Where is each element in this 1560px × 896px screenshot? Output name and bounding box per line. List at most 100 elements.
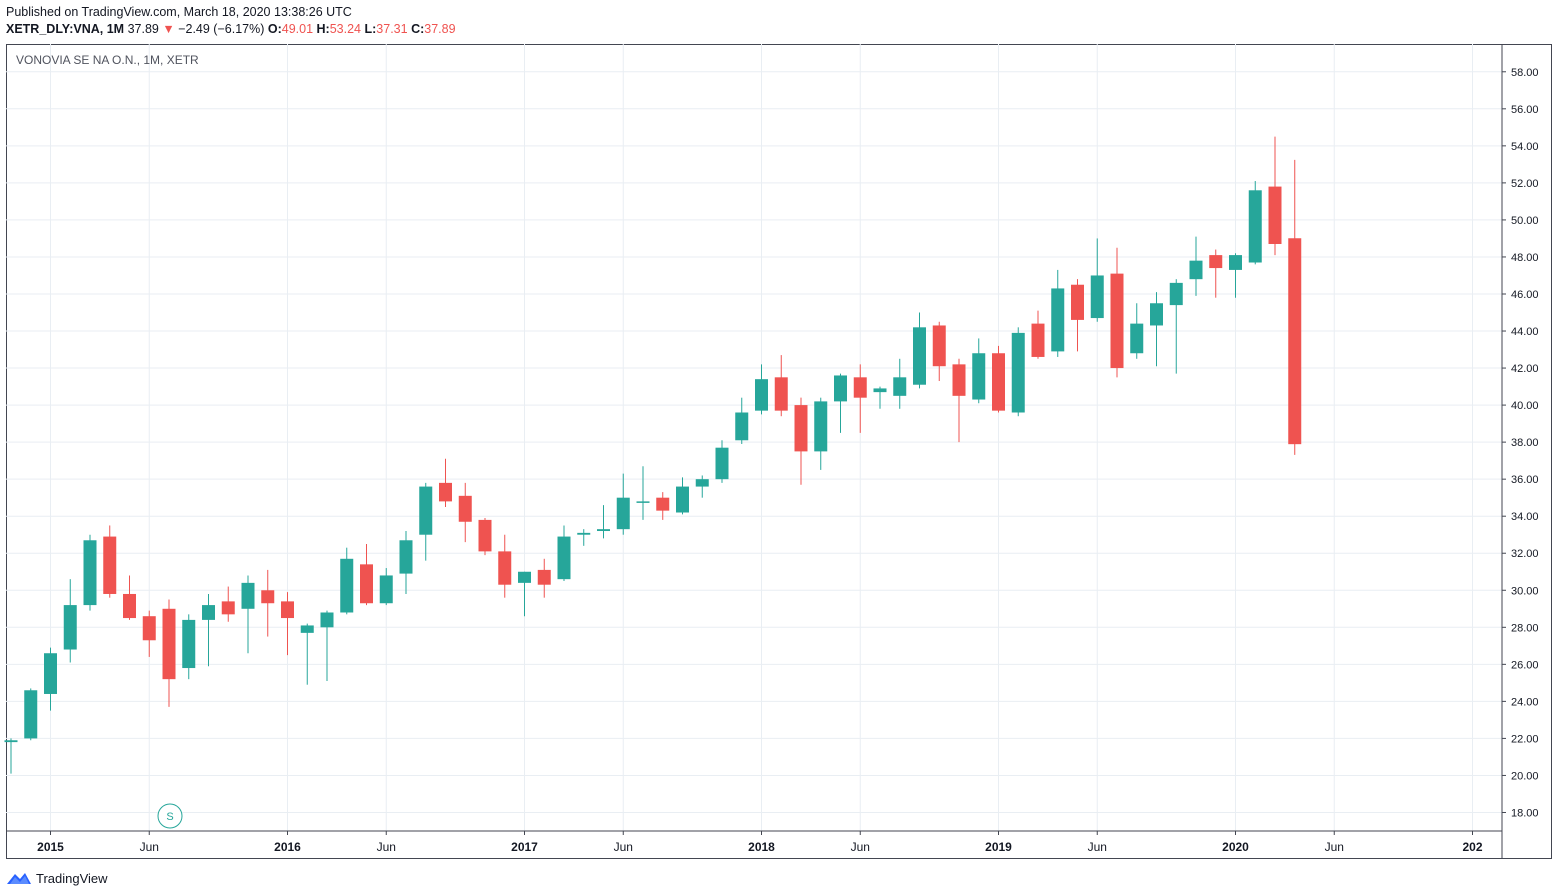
- price-tick-label: 36.00: [1511, 474, 1539, 486]
- candle-body: [1209, 255, 1223, 269]
- candle-body: [162, 608, 176, 680]
- candle[interactable]: [1229, 253, 1242, 298]
- candle[interactable]: [340, 547, 354, 615]
- candle[interactable]: [1031, 310, 1045, 359]
- candle-body: [142, 616, 156, 641]
- candle[interactable]: [972, 338, 986, 404]
- candle[interactable]: [202, 593, 215, 667]
- candle[interactable]: [656, 492, 670, 520]
- candle[interactable]: [577, 529, 591, 546]
- candle[interactable]: [1110, 247, 1124, 378]
- candle[interactable]: [221, 586, 235, 622]
- candle[interactable]: [182, 614, 196, 680]
- candle[interactable]: [498, 534, 512, 598]
- candle[interactable]: [616, 473, 630, 535]
- price-tick-label: 22.00: [1511, 733, 1539, 745]
- candle[interactable]: [537, 558, 551, 598]
- chart-title: VONOVIA SE NA O.N., 1M, XETR: [16, 53, 199, 67]
- candle[interactable]: [853, 364, 867, 433]
- price-tick-label: 48.00: [1511, 252, 1539, 264]
- candle[interactable]: [695, 475, 709, 498]
- legend-close-label: C:: [411, 22, 425, 36]
- candle[interactable]: [241, 575, 255, 654]
- candle[interactable]: [419, 482, 433, 561]
- candle[interactable]: [913, 312, 926, 389]
- price-axis: 18.00 20.00 22.00 24.00 26.00 28.00 30.00 32.00…: [1502, 67, 1539, 819]
- candle[interactable]: [439, 458, 452, 507]
- time-tick-label: Jun: [1325, 840, 1344, 854]
- candle[interactable]: [1011, 327, 1025, 417]
- candle[interactable]: [162, 599, 176, 707]
- candle[interactable]: [300, 623, 314, 685]
- candle[interactable]: [63, 579, 77, 663]
- candle[interactable]: [1209, 249, 1223, 298]
- candle[interactable]: [281, 592, 294, 656]
- candle-body: [379, 575, 393, 604]
- candle[interactable]: [814, 397, 828, 470]
- candle[interactable]: [4, 738, 18, 774]
- candle[interactable]: [557, 525, 571, 582]
- candle-body: [755, 379, 768, 411]
- candle[interactable]: [1071, 279, 1084, 352]
- session-marker[interactable]: S: [157, 803, 183, 829]
- candle[interactable]: [261, 569, 275, 637]
- footer-brand: TradingView: [36, 870, 108, 886]
- chart-pane[interactable]: [6, 44, 1552, 859]
- candle[interactable]: [932, 321, 946, 382]
- candle[interactable]: [992, 345, 1005, 413]
- candle-body: [498, 551, 512, 585]
- candle[interactable]: [518, 571, 531, 617]
- candle[interactable]: [636, 466, 650, 520]
- candle[interactable]: [597, 505, 610, 539]
- candle-body: [814, 401, 828, 452]
- legend-high-value: 53.24: [329, 22, 361, 36]
- candle[interactable]: [715, 440, 729, 483]
- candle[interactable]: [24, 688, 38, 741]
- candle[interactable]: [360, 543, 373, 606]
- candle[interactable]: [755, 364, 768, 415]
- candle[interactable]: [1189, 236, 1203, 296]
- candle-body: [972, 353, 986, 400]
- price-tick-label: 34.00: [1511, 511, 1539, 523]
- candle[interactable]: [893, 358, 907, 409]
- candle[interactable]: [103, 525, 117, 598]
- candle[interactable]: [1169, 279, 1183, 374]
- candle[interactable]: [952, 358, 966, 443]
- candle[interactable]: [774, 355, 788, 417]
- candle[interactable]: [379, 568, 393, 606]
- candle[interactable]: [478, 518, 492, 556]
- candle[interactable]: [1051, 269, 1065, 357]
- candle[interactable]: [83, 534, 97, 611]
- marker-label: S: [166, 811, 173, 823]
- candle[interactable]: [1130, 303, 1144, 359]
- price-tick-label: 54.00: [1511, 141, 1539, 153]
- candle-body: [320, 612, 334, 628]
- split-marker-icon[interactable]: [157, 803, 183, 829]
- candle-body: [44, 653, 57, 694]
- price-tick-label: 50.00: [1511, 215, 1539, 227]
- candle[interactable]: [834, 373, 847, 433]
- candle-body: [774, 377, 788, 411]
- candle[interactable]: [320, 610, 334, 682]
- candle-body: [636, 501, 650, 503]
- candle[interactable]: [1268, 136, 1282, 256]
- published-caption: Published on TradingView.com, March 18, …: [6, 5, 352, 19]
- candle[interactable]: [735, 397, 749, 444]
- candle[interactable]: [123, 575, 136, 620]
- candle[interactable]: [873, 386, 887, 409]
- candle[interactable]: [399, 531, 413, 594]
- time-tick-label: 2015: [37, 840, 64, 854]
- price-tick-label: 58.00: [1511, 67, 1539, 79]
- legend-close-value: 37.89: [424, 22, 456, 36]
- legend-open-value: 49.01: [281, 22, 314, 36]
- candle[interactable]: [1248, 181, 1262, 265]
- candle[interactable]: [142, 610, 156, 657]
- candle[interactable]: [1090, 238, 1104, 322]
- candle[interactable]: [676, 477, 689, 515]
- candle[interactable]: [794, 397, 808, 485]
- candle[interactable]: [458, 482, 472, 543]
- candle[interactable]: [44, 647, 57, 711]
- candle[interactable]: [1288, 159, 1302, 455]
- candle[interactable]: [1150, 292, 1163, 367]
